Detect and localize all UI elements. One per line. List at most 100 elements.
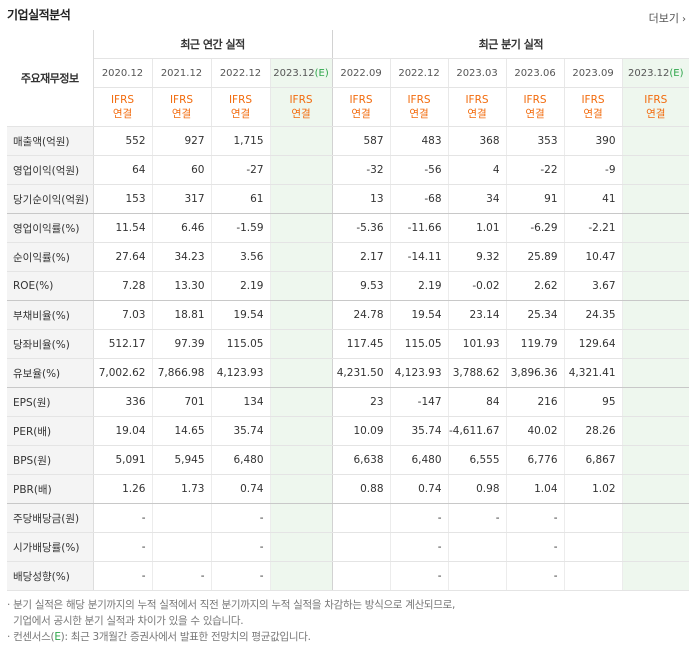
value-cell <box>621 474 690 504</box>
value-cell: - <box>389 503 449 533</box>
table-row: PBR(배) 1.26 1.73 0.74 0.88 0.74 0.98 1.04 1.02 <box>7 474 690 504</box>
basis-standard: IFRS <box>523 94 547 106</box>
value-cell: 11.54 <box>93 213 152 243</box>
value-cell <box>621 358 690 388</box>
row-label: ROE(%) <box>7 271 94 301</box>
value-cell: 61 <box>210 184 270 214</box>
value-cell: 3,788.62 <box>447 358 507 388</box>
value-cell: 27.64 <box>93 242 152 272</box>
value-cell: 19.54 <box>389 300 449 330</box>
basis-header-row: IFRS 연결 IFRS 연결 IFRS 연결 IFRS 연결 IFRS 연결 IFRS 연결 IFRS… <box>7 87 690 127</box>
value-cell: 24.35 <box>563 300 623 330</box>
value-cell: 64 <box>93 155 152 185</box>
row-label: EPS(원) <box>7 387 94 417</box>
row-label: 주당배당금(원) <box>7 503 94 533</box>
more-link[interactable]: 더보기 › <box>649 10 686 26</box>
more-label: 더보기 <box>648 12 679 25</box>
period-label: 2021.12 <box>160 67 203 79</box>
value-cell: 119.79 <box>505 329 565 359</box>
financial-table-body: 매출액(억원) 552 927 1,715 587 483 368 353 390 영업이익(억원… <box>7 126 690 591</box>
basis-scope: 연결 <box>525 108 545 120</box>
value-cell: 927 <box>151 126 211 156</box>
value-cell: - <box>93 532 152 562</box>
consensus-marker: E <box>54 631 61 643</box>
value-cell: 4,123.93 <box>389 358 449 388</box>
value-cell: - <box>93 561 152 591</box>
value-cell: 6,480 <box>389 445 449 475</box>
consensus-suffix: ): 최근 3개월간 증권사에서 발표한 전망치의 평균값입니다. <box>60 631 311 643</box>
quarter-group-header: 최근 분기 실적 <box>331 30 690 59</box>
value-cell: 41 <box>563 184 623 214</box>
value-cell: 134 <box>210 387 270 417</box>
table-row: 당기순이익(억원) 153 317 61 13 -68 34 91 41 <box>7 184 690 214</box>
value-cell <box>151 532 211 562</box>
value-cell: 336 <box>93 387 152 417</box>
value-cell <box>269 387 333 417</box>
value-cell: 7,866.98 <box>151 358 211 388</box>
value-cell <box>621 416 690 446</box>
value-cell: 19.54 <box>210 300 270 330</box>
row-label: 순이익률(%) <box>7 242 94 272</box>
value-cell <box>269 358 333 388</box>
quarter-period-header: 2022.09 <box>331 58 391 88</box>
value-cell: 9.53 <box>331 271 391 301</box>
annual-period-header: 2021.12 <box>151 58 211 88</box>
value-cell <box>269 271 333 301</box>
value-cell: 23.14 <box>447 300 507 330</box>
accounting-basis-header: IFRS 연결 <box>389 87 449 127</box>
value-cell: 2.19 <box>389 271 449 301</box>
value-cell: 25.89 <box>505 242 565 272</box>
value-cell: -9 <box>563 155 623 185</box>
value-cell: 10.09 <box>331 416 391 446</box>
accounting-basis-header: IFRS 연결 <box>151 87 211 127</box>
value-cell: 483 <box>389 126 449 156</box>
value-cell: 1.04 <box>505 474 565 504</box>
period-label: 2022.12 <box>219 67 262 79</box>
table-row: 부채비율(%) 7.03 18.81 19.54 24.78 19.54 23.14 25.3… <box>7 300 690 330</box>
value-cell: 40.02 <box>505 416 565 446</box>
value-cell <box>269 184 333 214</box>
value-cell: 5,945 <box>151 445 211 475</box>
table-row: 시가배당률(%) - - - - <box>7 532 690 562</box>
table-row: 영업이익률(%) 11.54 6.46 -1.59 -5.36 -11.66 1.01 -6.… <box>7 213 690 243</box>
footnotes: · 분기 실적은 해당 분기까지의 누적 실적에서 직전 분기까지의 누적 실적… <box>7 597 455 645</box>
basis-standard: IFRS <box>349 94 373 106</box>
accounting-basis-header: IFRS 연결 <box>93 87 152 127</box>
value-cell <box>269 445 333 475</box>
accounting-basis-header: IFRS 연결 <box>621 87 690 127</box>
period-label: 2023.09 <box>572 67 614 79</box>
quarter-period-header: 2023.03 <box>447 58 507 88</box>
basis-standard: IFRS <box>228 94 253 106</box>
value-cell: 0.88 <box>331 474 391 504</box>
annual-period-header: 2020.12 <box>93 58 152 88</box>
quarter-period-header: 2022.12 <box>389 58 449 88</box>
value-cell: 101.93 <box>447 329 507 359</box>
value-cell: -2.21 <box>563 213 623 243</box>
basis-scope: 연결 <box>409 108 429 120</box>
value-cell: 28.26 <box>563 416 623 446</box>
annual-period-header: 2022.12 <box>210 58 270 88</box>
value-cell: 4,231.50 <box>331 358 391 388</box>
value-cell: 1,715 <box>210 126 270 156</box>
chevron-right-icon: › <box>682 14 686 25</box>
basis-scope: 연결 <box>112 108 133 120</box>
value-cell: - <box>389 561 449 591</box>
basis-standard: IFRS <box>465 94 489 106</box>
value-cell: 552 <box>93 126 152 156</box>
accounting-basis-header: IFRS 연결 <box>505 87 565 127</box>
period-header-row: 2020.12 2021.12 2022.12 2023.12(E) 2022.09 20… <box>7 58 690 88</box>
value-cell <box>621 561 690 591</box>
quarter-period-header: 2023.09 <box>563 58 623 88</box>
value-cell: -5.36 <box>331 213 391 243</box>
value-cell <box>621 532 690 562</box>
value-cell: 587 <box>331 126 391 156</box>
row-label: 영업이익률(%) <box>7 213 94 243</box>
value-cell <box>621 242 690 272</box>
value-cell: 4,321.41 <box>563 358 623 388</box>
period-label: 2022.09 <box>340 67 382 79</box>
value-cell: 6,638 <box>331 445 391 475</box>
footnote-quarter-method-cont: 기업에서 공시한 분기 실적과 차이가 있을 수 있습니다. <box>7 615 244 627</box>
value-cell: -68 <box>389 184 449 214</box>
value-cell: 153 <box>93 184 152 214</box>
